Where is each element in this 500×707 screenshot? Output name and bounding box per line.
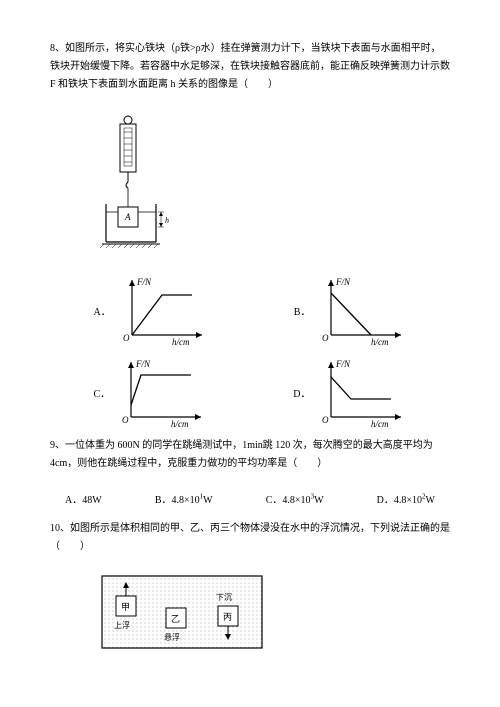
opt-a-label: A． — [94, 303, 111, 318]
graph-b-svg: F/N h/cm O — [316, 275, 406, 345]
q9-opt-b: B．4.8×101W — [155, 491, 213, 506]
svg-text:h: h — [165, 216, 169, 225]
q10-text: 10、如图所示是体积相同的甲、乙、丙三个物体浸没在水中的浮沉情况，下列说法正确的… — [50, 523, 450, 552]
axis-x-label: h/cm — [371, 419, 389, 427]
q8-text: 8、如图所示，将实心铁块（ρ铁>ρ水）挂在弹簧测力计下，当铁块下表面与水面相平时… — [50, 43, 450, 90]
water-diagram: 甲 上浮 乙 悬浮 丙 下沉 — [100, 574, 450, 657]
q9-opt-d: D．4.8×102W — [377, 491, 435, 506]
svg-text:O: O — [322, 415, 329, 425]
axis-y-label: F/N — [335, 359, 351, 369]
apparatus-diagram: A h — [100, 112, 450, 255]
opt-b-label: B． — [294, 303, 311, 318]
q9-opt-a: A．48W — [65, 491, 102, 506]
axis-x-label: h/cm — [371, 337, 389, 345]
graph-a-svg: F/N h/cm O — [117, 275, 207, 345]
water-svg: 甲 上浮 乙 悬浮 丙 下沉 — [100, 574, 270, 654]
question-9: 9、一位体重为 600N 的同学在跳绳测试中，1min跳 120 次，每次腾空的… — [50, 437, 450, 473]
option-a: A． F/N h/cm O — [94, 275, 207, 345]
q9-text: 9、一位体重为 600N 的同学在跳绳测试中，1min跳 120 次，每次腾空的… — [50, 440, 433, 469]
q9-opt-c: C．4.8×103W — [266, 491, 324, 506]
label-shangfu: 上浮 — [114, 620, 130, 630]
opt-d-label: D． — [293, 385, 310, 400]
question-8: 8、如图所示，将实心铁块（ρ铁>ρ水）挂在弹簧测力计下，当铁块下表面与水面相平时… — [50, 40, 450, 94]
q9-options: A．48W B．4.8×101W C．4.8×103W D．4.8×102W — [50, 491, 450, 506]
svg-text:O: O — [123, 333, 130, 343]
option-d: D． F/N h/cm O — [293, 357, 406, 427]
svg-text:O: O — [322, 333, 329, 343]
graph-c-svg: F/N h/cm O — [116, 357, 206, 427]
graphs-row-1: A． F/N h/cm O B． F/N h/cm O — [50, 275, 450, 345]
svg-text:A: A — [124, 212, 131, 222]
label-bing: 丙 — [223, 612, 232, 622]
axis-y-label: F/N — [335, 277, 351, 287]
opt-c-label: C． — [94, 385, 111, 400]
axis-y-label: F/N — [135, 359, 151, 369]
label-yi: 乙 — [171, 614, 180, 624]
spring-balance-svg: A h — [100, 112, 180, 252]
axis-x-label: h/cm — [171, 419, 189, 427]
label-jia: 甲 — [121, 602, 130, 612]
axis-x-label: h/cm — [172, 337, 190, 345]
label-xiachen: 下沉 — [216, 593, 232, 602]
graphs-row-2: C． F/N h/cm O D． F/N h/cm O — [50, 357, 450, 427]
question-10: 10、如图所示是体积相同的甲、乙、丙三个物体浸没在水中的浮沉情况，下列说法正确的… — [50, 520, 450, 556]
option-c: C． F/N h/cm O — [94, 357, 207, 427]
label-xuanfu: 悬浮 — [164, 632, 180, 642]
axis-y-label: F/N — [136, 277, 152, 287]
svg-text:O: O — [122, 415, 129, 425]
graph-d-svg: F/N h/cm O — [316, 357, 406, 427]
option-b: B． F/N h/cm O — [294, 275, 407, 345]
